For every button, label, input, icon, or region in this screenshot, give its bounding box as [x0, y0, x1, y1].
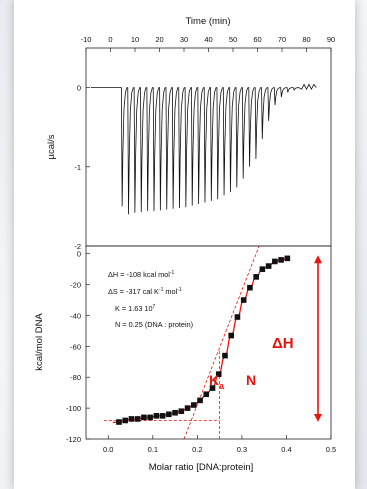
- data-point: [228, 332, 235, 339]
- bottom-y-ticks: 0 -20 -40 -60 -80 -100 -120: [66, 250, 90, 444]
- bottom-x-axis-label: Molar ratio [DNA:protein]: [149, 462, 254, 473]
- isotherm-panel: 0.0 0.1 0.2 0.3 0.4 0.5 0 -20 -40 -60 -80 -100 -120…: [34, 245, 336, 473]
- data-point: [166, 411, 172, 418]
- bottom-x-tick-label: 0.2: [192, 445, 202, 454]
- top-x-tick-label: 0: [108, 35, 112, 44]
- top-x-tick-label: 70: [278, 35, 286, 44]
- bottom-x-tick-label: 0.5: [326, 445, 336, 454]
- top-y-tick-label: -1: [74, 163, 81, 172]
- top-y-ticks: 0 -1 -2: [74, 84, 90, 251]
- top-x-tick-label: 50: [229, 35, 237, 44]
- data-point: [153, 413, 160, 419]
- top-x-tick-label: 90: [327, 35, 335, 44]
- data-point: [247, 284, 253, 291]
- param-dh: ΔH = -108 kcal mol-1: [108, 270, 175, 279]
- top-y-axis-label: µcal/s: [46, 134, 57, 159]
- data-point: [134, 416, 141, 422]
- top-x-tick-label: 20: [155, 35, 163, 44]
- data-point: [265, 263, 272, 269]
- bottom-y-tick-label: -120: [66, 435, 81, 444]
- top-axis-title: Time (min): [185, 16, 230, 27]
- fit-parameters: ΔH = -108 kcal mol-1 ΔS = -317 cal K-1 m…: [108, 270, 193, 329]
- thermogram-trace: [90, 83, 317, 215]
- top-x-tick-label: 40: [204, 35, 212, 44]
- guide-lines: [103, 246, 260, 439]
- dh-label: ΔH: [272, 335, 294, 352]
- data-point: [184, 405, 191, 411]
- top-y-tick-label: -2: [74, 242, 81, 251]
- data-point: [259, 266, 266, 272]
- data-point: [215, 371, 222, 377]
- data-point: [222, 352, 228, 359]
- top-y-tick-label: 0: [77, 84, 81, 93]
- bottom-y-axis-label: kcal/mol DNA: [34, 313, 45, 371]
- param-ds: ΔS = -317 cal K-1 mol-1: [108, 287, 182, 296]
- data-point: [172, 409, 178, 416]
- bottom-y-tick-label: -20: [70, 281, 81, 290]
- bottom-y-tick-label: -100: [66, 404, 81, 413]
- bottom-y-tick-label: 0: [77, 250, 81, 259]
- data-point: [116, 419, 122, 425]
- data-point: [209, 385, 216, 391]
- thermogram-line: [90, 83, 317, 215]
- ka-label: Ka: [209, 372, 225, 391]
- data-point: [191, 402, 197, 408]
- itc-chart: Time (min) -10 0 10 20 30 40 50 60 70 80 90 0-1-2 …: [34, 16, 336, 473]
- itc-figure: Time (min) -10 0 10 20 30 40 50 60 70 80 90 0 -1 -2 …: [14, 0, 355, 489]
- bottom-x-tick-label: 0.0: [103, 445, 113, 454]
- data-points: [116, 255, 291, 425]
- data-point: [128, 416, 135, 422]
- thermogram-panel: Time (min) -10 0 10 20 30 40 50 60 70 80 90 0-1-2 …: [46, 16, 335, 251]
- bottom-x-tick-label: 0.1: [148, 445, 158, 454]
- data-point: [141, 414, 147, 421]
- bottom-x-tick-label: 0.3: [237, 445, 247, 454]
- param-n: N = 0.25 (DNA : protein): [115, 320, 193, 329]
- data-point: [234, 314, 241, 320]
- data-point: [203, 391, 210, 398]
- top-x-tick-label: 10: [131, 35, 139, 44]
- bottom-y-tick-label: -60: [70, 342, 81, 351]
- data-point: [240, 297, 247, 303]
- n-label: N: [246, 372, 256, 388]
- data-point: [178, 408, 185, 415]
- bottom-x-tick-label: 0.4: [281, 445, 291, 454]
- top-x-ticks: -10 0 10 20 30 40 50 60 70 80 90: [81, 35, 335, 52]
- data-point: [278, 257, 284, 263]
- slope-guide: [183, 246, 260, 439]
- data-point: [122, 417, 128, 424]
- bottom-y-tick-label: -80: [70, 373, 81, 382]
- top-x-tick-label: 30: [180, 35, 188, 44]
- data-point: [159, 413, 166, 419]
- data-point: [284, 255, 291, 262]
- top-x-tick-label: 60: [253, 35, 261, 44]
- data-point: [147, 414, 153, 421]
- param-k: K = 1.63 107: [115, 304, 156, 313]
- bottom-plot-frame: [85, 245, 332, 440]
- data-point: [253, 274, 259, 280]
- data-point: [197, 397, 203, 404]
- data-point: [272, 258, 278, 265]
- bottom-y-tick-label: -40: [70, 311, 81, 320]
- top-x-tick-label: -10: [81, 35, 92, 44]
- top-x-tick-label: 80: [302, 35, 310, 44]
